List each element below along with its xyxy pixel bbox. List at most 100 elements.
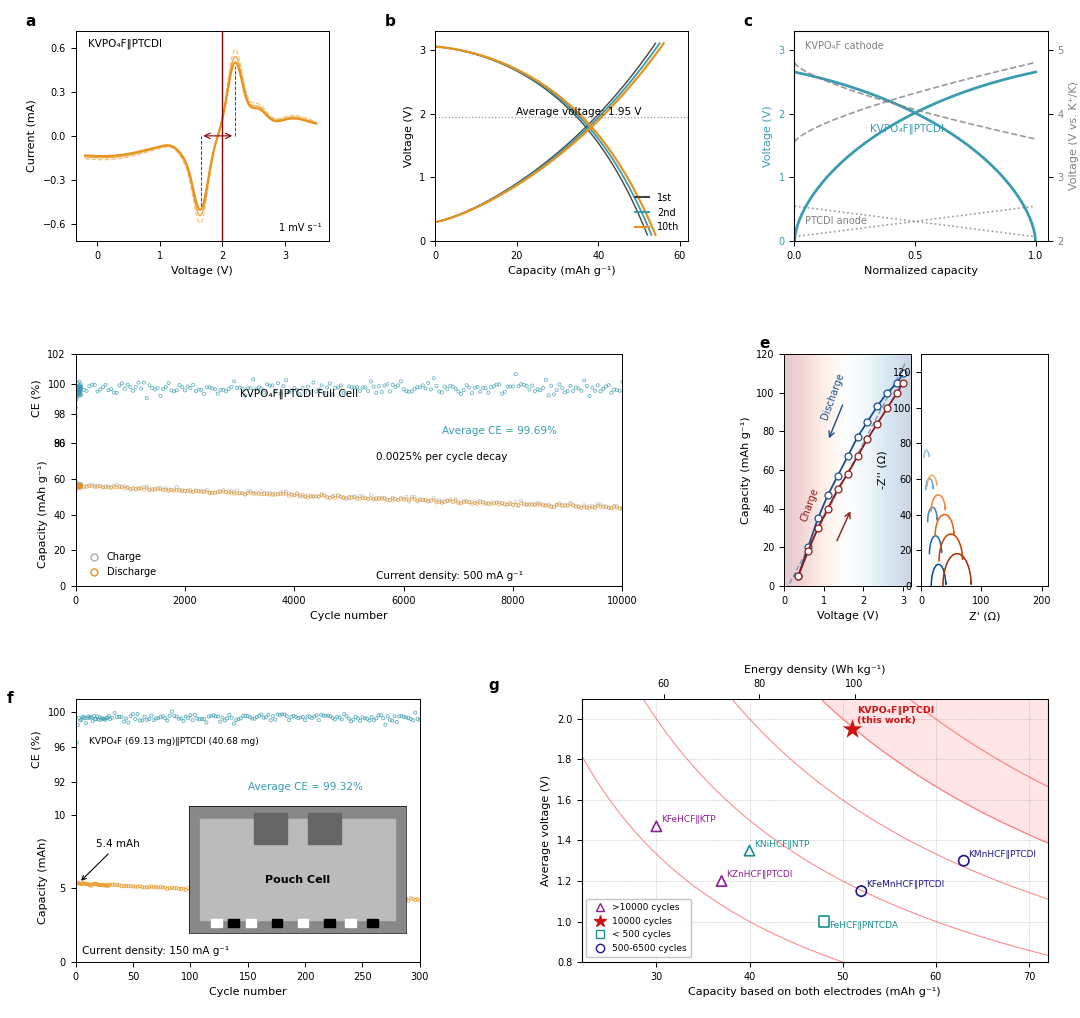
Point [409,711,427,727]
Point [438,381,456,397]
Point [140,711,158,727]
Point [175,881,192,897]
Point [326,488,343,504]
Point [171,711,188,727]
Point [190,483,207,499]
Point [140,880,158,896]
Point [549,497,566,513]
Point [426,490,443,506]
Point [226,716,243,732]
Point [104,710,121,726]
Point [296,887,314,903]
Point [315,385,333,401]
X-axis label: Voltage (V): Voltage (V) [816,611,878,621]
Point [179,379,197,395]
Point [595,499,612,515]
Point [68,478,85,495]
Point [67,392,84,408]
Point [67,479,84,496]
Point [346,380,363,396]
Point [124,383,141,399]
Point [411,380,429,396]
Point [146,482,163,498]
Point [488,494,505,510]
Point [171,881,188,897]
Point [204,485,221,501]
Point [303,887,321,903]
Point [100,878,118,894]
Point [138,879,156,895]
Point [428,378,445,394]
Point [308,888,325,904]
Point [504,379,522,395]
Point [406,489,423,505]
Point [206,485,224,501]
Point [171,483,188,499]
Point [167,880,186,896]
Point [320,888,337,904]
Point [367,385,384,401]
Point [301,709,319,725]
Point [176,483,193,499]
Point [76,382,93,398]
Point [212,484,229,500]
Point [281,886,298,902]
Point [472,493,489,509]
Point [287,709,305,725]
Point [377,717,394,733]
Point [508,494,525,510]
Point [69,477,86,494]
Point [70,875,87,892]
Point [389,891,406,907]
Point [210,884,227,900]
Point [303,710,321,726]
Point [406,892,423,908]
Point [168,382,186,398]
Point [192,483,210,499]
Point [336,705,353,722]
Point [69,380,86,396]
Point [71,385,89,401]
Point [391,709,408,725]
Point [567,499,584,515]
Point [362,487,379,503]
Point [333,489,350,505]
Point [102,876,119,893]
Point [92,478,109,495]
Point [86,711,104,727]
Point [545,499,563,515]
Point [210,485,227,501]
Point [111,378,129,394]
Point [68,478,85,495]
Point [80,709,97,725]
Point [228,483,245,499]
Point [401,494,418,510]
Point [524,496,541,512]
Point [365,891,382,907]
Point [349,711,366,727]
Point [477,496,495,512]
Point [83,476,100,493]
Point [185,484,202,500]
Point [160,375,177,391]
Point [132,879,149,895]
Point [71,478,89,495]
Point [256,385,273,401]
Point [310,712,327,728]
Point [186,706,203,723]
Point [447,491,464,507]
Point [222,483,240,499]
Point [92,382,109,398]
Point [381,384,399,400]
Point [69,479,86,496]
Point [315,708,333,724]
Point [138,478,156,495]
Point [97,478,114,495]
Point [78,875,95,892]
Point [338,490,355,506]
Point [613,499,631,515]
Point [72,377,90,393]
Point [333,712,350,728]
X-axis label: Energy density (Wh kg⁻¹): Energy density (Wh kg⁻¹) [744,666,886,675]
Point [499,497,516,513]
